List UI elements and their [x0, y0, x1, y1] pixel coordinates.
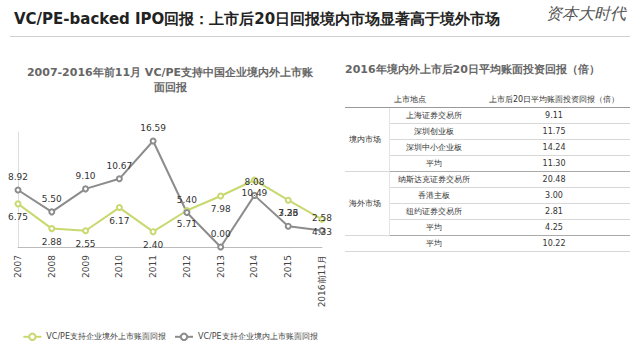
html-text:上市地点: 上市地点 — [393, 95, 426, 104]
svg-text:2.88: 2.88 — [42, 237, 62, 247]
svg-text:5.71: 5.71 — [177, 219, 197, 229]
html-text:2.81: 2.81 — [545, 207, 563, 216]
html-text:9.11: 9.11 — [545, 111, 563, 120]
html-text:平均: 平均 — [426, 159, 442, 168]
svg-text:7.33: 7.33 — [278, 208, 298, 218]
svg-text:8.92: 8.92 — [8, 172, 28, 182]
html-text:VC/PE-backed IPO回报：上市后20日回报境内市: VC/PE-backed IPO回报：上市后20日回报境内市场显著高于境外市场 — [14, 10, 501, 28]
svg-text:2.58: 2.58 — [312, 213, 332, 223]
svg-text:2014: 2014 — [249, 255, 259, 278]
html-text:上市后20日平均账面投资回报（倍）: 上市后20日平均账面投资回报（倍） — [488, 95, 620, 104]
svg-text:9.10: 9.10 — [76, 171, 96, 181]
html-text:纽约证券交易所: 纽约证券交易所 — [406, 207, 462, 216]
svg-text:2007: 2007 — [13, 255, 23, 278]
html-text:20.48: 20.48 — [542, 175, 566, 184]
svg-text:10.49: 10.49 — [242, 188, 268, 198]
html-text:11.30: 11.30 — [542, 159, 566, 168]
html-text:海外市场: 海外市场 — [349, 199, 381, 208]
svg-text:2007-2016年前11月 VC/PE支持中国企业境内外上: 2007-2016年前11月 VC/PE支持中国企业境内外上市账 — [27, 66, 314, 79]
svg-text:2011: 2011 — [148, 255, 158, 278]
html-text:3.00: 3.00 — [545, 191, 563, 200]
svg-text:2.40: 2.40 — [143, 240, 163, 250]
html-text:14.24: 14.24 — [542, 143, 566, 152]
html-text:上海证券交易所: 上海证券交易所 — [406, 111, 462, 120]
svg-text:面回报: 面回报 — [153, 81, 188, 94]
html-text:香港主板: 香港主板 — [418, 191, 450, 200]
svg-text:2016前11月: 2016前11月 — [317, 255, 327, 307]
svg-text:16.59: 16.59 — [140, 123, 166, 133]
svg-text:2009: 2009 — [81, 255, 91, 278]
svg-text:2015: 2015 — [283, 255, 293, 278]
svg-text:10.67: 10.67 — [106, 161, 132, 171]
svg-text:6.17: 6.17 — [109, 216, 129, 226]
html-text:境内市场: 境内市场 — [349, 135, 381, 144]
svg-text:2008: 2008 — [47, 255, 57, 278]
html-text:资本大时代: 资本大时代 — [546, 4, 626, 23]
svg-text:2010: 2010 — [114, 255, 124, 278]
html-text:10.22: 10.22 — [542, 239, 566, 248]
svg-text:VC/PE支持企业境外上市账面回报: VC/PE支持企业境外上市账面回报 — [46, 332, 166, 341]
html-text:4.25: 4.25 — [545, 223, 563, 232]
svg-text:5.40: 5.40 — [177, 195, 197, 205]
html-text:11.75: 11.75 — [542, 127, 566, 136]
svg-text:2012: 2012 — [182, 255, 192, 278]
html-text:深圳创业板: 深圳创业板 — [414, 127, 454, 136]
svg-text:7.98: 7.98 — [211, 204, 231, 214]
html-text:纳斯达克证券交易所: 纳斯达克证券交易所 — [398, 175, 470, 184]
html-text:深圳中小企业板: 深圳中小企业板 — [406, 143, 462, 152]
html-text:平均: 平均 — [426, 223, 442, 232]
html-text:2016年境内外上市后20日平均账面投资回报（倍）: 2016年境内外上市后20日平均账面投资回报（倍） — [345, 63, 600, 76]
html-text:平均: 平均 — [425, 239, 442, 248]
svg-text:6.75: 6.75 — [8, 212, 28, 222]
svg-text:3.26: 3.26 — [278, 208, 298, 218]
svg-text:0.00: 0.00 — [211, 229, 231, 239]
svg-text:8.08: 8.08 — [244, 177, 264, 187]
svg-text:VC/PE支持企业境内上市账面回报: VC/PE支持企业境内上市账面回报 — [198, 332, 318, 341]
svg-text:2.55: 2.55 — [76, 239, 96, 249]
svg-text:5.50: 5.50 — [42, 194, 62, 204]
svg-text:4.33: 4.33 — [312, 227, 332, 237]
svg-text:2013: 2013 — [216, 255, 226, 278]
